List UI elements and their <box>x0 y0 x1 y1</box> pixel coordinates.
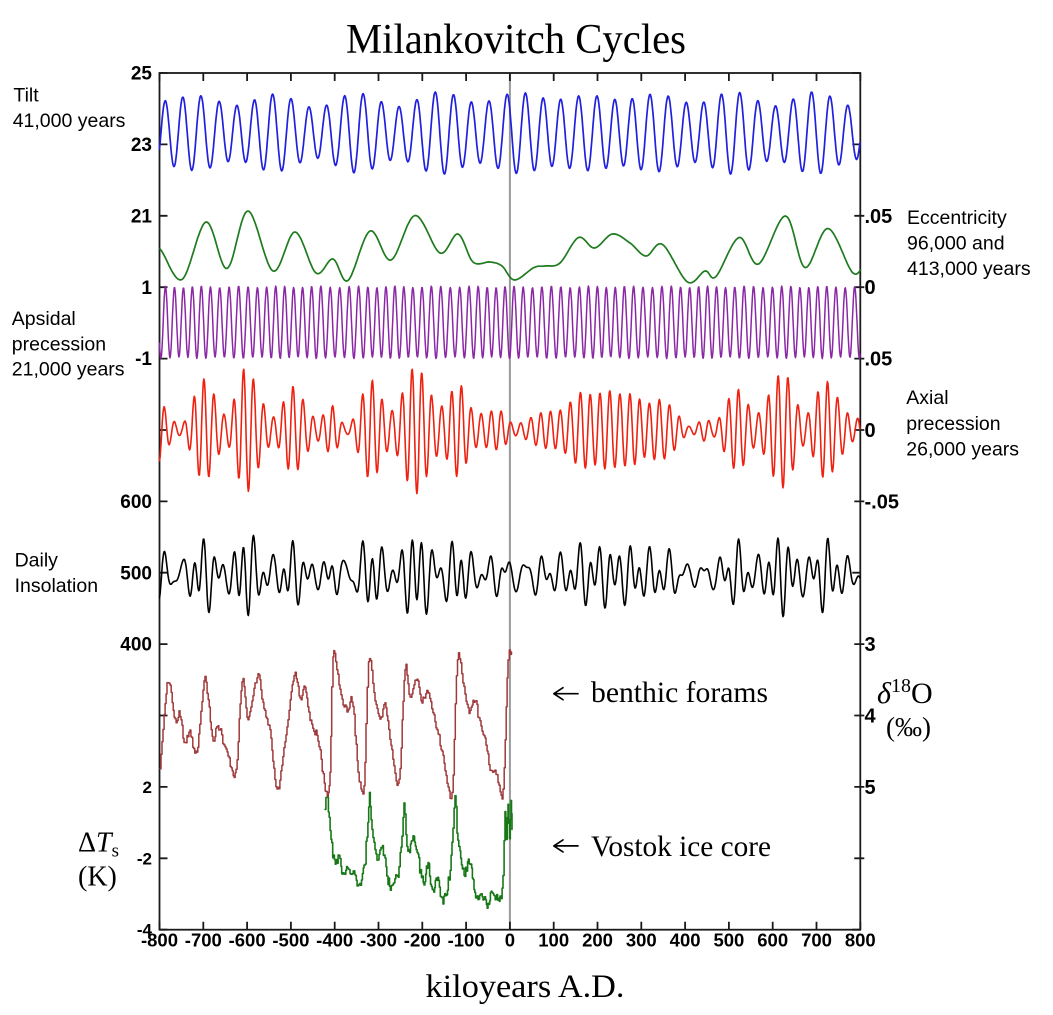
svg-text:23: 23 <box>131 135 152 156</box>
svg-text:-400: -400 <box>316 930 353 951</box>
svg-text:413,000 years: 413,000 years <box>907 258 1031 280</box>
svg-text:Vostok ice core: Vostok ice core <box>591 830 771 863</box>
svg-text:δ18O: δ18O <box>877 675 933 710</box>
svg-text:-300: -300 <box>360 930 397 951</box>
svg-text:600: 600 <box>757 930 788 951</box>
svg-text:400: 400 <box>120 635 152 656</box>
svg-text:0: 0 <box>865 277 876 299</box>
svg-text:-700: -700 <box>185 930 222 951</box>
svg-text:Insolation: Insolation <box>15 575 98 597</box>
svg-text:benthic forams: benthic forams <box>591 676 768 709</box>
svg-text:precession: precession <box>12 333 106 355</box>
svg-text:26,000 years: 26,000 years <box>906 439 1019 461</box>
svg-text:41,000 years: 41,000 years <box>13 110 126 132</box>
svg-text:Apsidal: Apsidal <box>12 308 76 330</box>
svg-text:.05: .05 <box>865 206 893 228</box>
svg-text:-4: -4 <box>137 921 153 940</box>
svg-text:400: 400 <box>670 930 701 951</box>
svg-text:-200: -200 <box>404 930 441 951</box>
svg-text:21,000 years: 21,000 years <box>12 359 125 381</box>
svg-text:800: 800 <box>845 930 876 951</box>
svg-text:precession: precession <box>906 413 1000 435</box>
svg-text:Eccentricity: Eccentricity <box>907 207 1007 229</box>
svg-text:-.05: -.05 <box>865 491 899 513</box>
svg-text:-600: -600 <box>229 930 266 951</box>
svg-text:4: 4 <box>865 706 877 728</box>
svg-text:ΔTs: ΔTs <box>78 828 119 862</box>
svg-text:600: 600 <box>120 492 152 513</box>
svg-text:3: 3 <box>865 634 876 656</box>
svg-text:(‰): (‰) <box>886 712 931 742</box>
svg-text:-500: -500 <box>272 930 309 951</box>
svg-text:-800: -800 <box>141 930 178 951</box>
svg-text:5: 5 <box>865 777 876 799</box>
svg-text:(K): (K) <box>78 862 117 893</box>
svg-text:Axial: Axial <box>906 387 948 409</box>
svg-text:100: 100 <box>538 930 569 951</box>
svg-text:kiloyears A.D.: kiloyears A.D. <box>426 969 625 1005</box>
svg-text:1: 1 <box>141 278 152 299</box>
svg-text:0: 0 <box>865 420 876 442</box>
svg-text:96,000 and: 96,000 and <box>907 233 1005 255</box>
svg-text:700: 700 <box>801 930 832 951</box>
svg-text:Tilt: Tilt <box>13 85 39 107</box>
svg-text:300: 300 <box>626 930 657 951</box>
svg-text:500: 500 <box>120 563 152 584</box>
svg-text:-2: -2 <box>137 849 152 868</box>
svg-text:25: 25 <box>131 64 153 85</box>
svg-text:500: 500 <box>713 930 744 951</box>
svg-text:-100: -100 <box>448 930 485 951</box>
svg-text:2: 2 <box>143 778 152 797</box>
svg-text:.05: .05 <box>865 349 893 371</box>
svg-text:0: 0 <box>505 930 515 951</box>
svg-text:200: 200 <box>582 930 613 951</box>
svg-text:-1: -1 <box>135 349 152 370</box>
svg-text:Milankovitch Cycles: Milankovitch Cycles <box>346 17 686 63</box>
svg-text:Daily: Daily <box>15 550 59 572</box>
svg-text:21: 21 <box>131 206 153 227</box>
